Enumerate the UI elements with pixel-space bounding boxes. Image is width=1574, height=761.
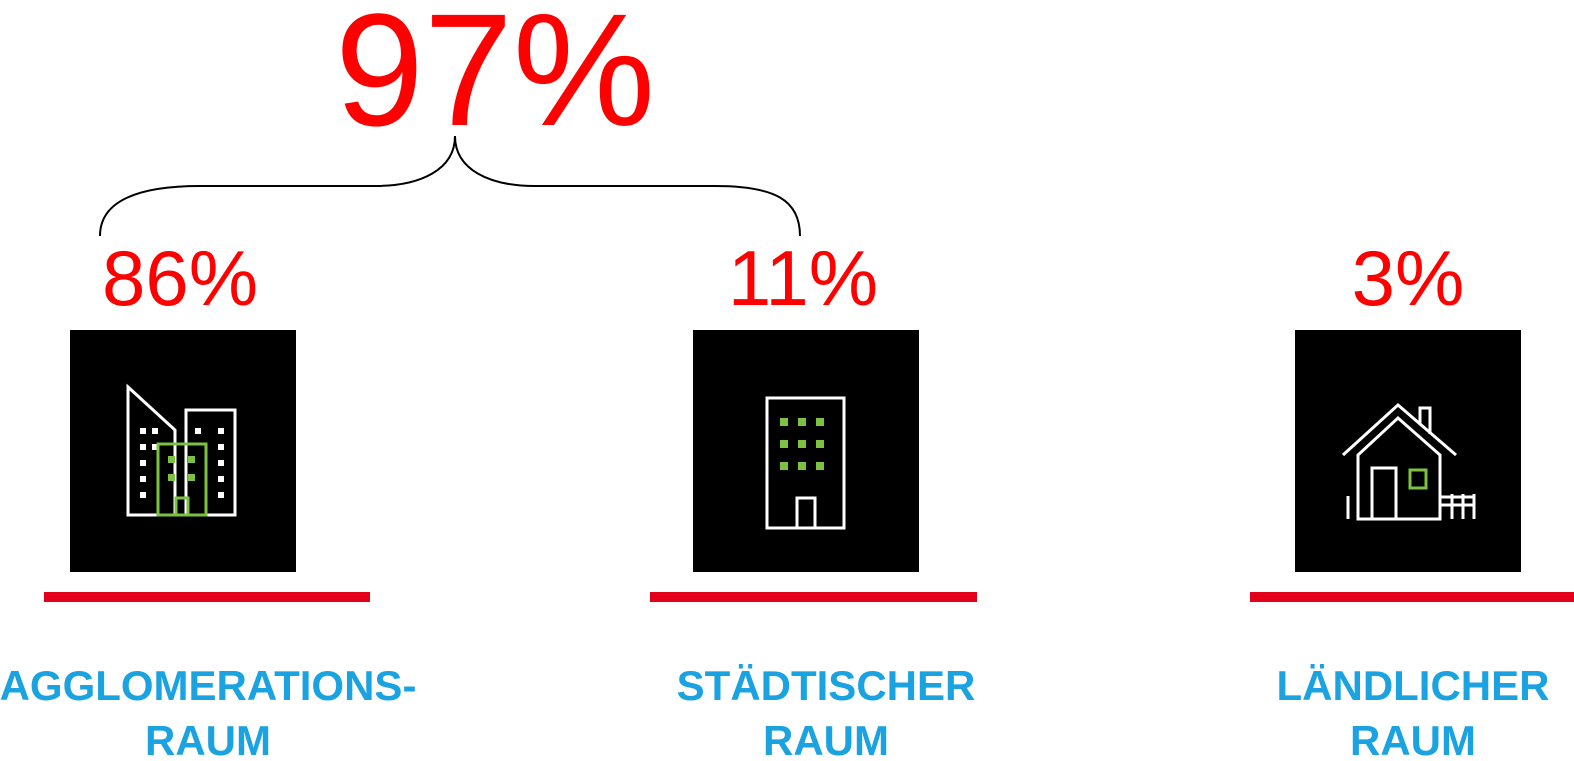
building-icon — [765, 396, 846, 530]
item-label: RAUM — [763, 717, 889, 761]
item-percent: 11% — [728, 234, 878, 322]
red-rule — [44, 592, 370, 602]
red-rule — [1250, 592, 1574, 602]
city-icon — [126, 383, 237, 517]
red-rule — [650, 592, 977, 602]
house-icon — [1341, 402, 1476, 521]
item-percent: 3% — [1352, 234, 1465, 322]
item-label: STÄDTISCHER — [677, 662, 976, 709]
brace — [99, 135, 801, 237]
item-label: LÄNDLICHER — [1277, 662, 1550, 709]
item-label: RAUM — [145, 717, 271, 761]
icon-box — [70, 330, 296, 572]
item-percent: 86% — [102, 234, 258, 322]
item-label: AGGLOMERATIONS- — [0, 662, 416, 709]
icon-box — [693, 330, 919, 572]
total-percent: 97% — [335, 0, 655, 159]
item-label: RAUM — [1350, 717, 1476, 761]
icon-box — [1295, 330, 1521, 572]
